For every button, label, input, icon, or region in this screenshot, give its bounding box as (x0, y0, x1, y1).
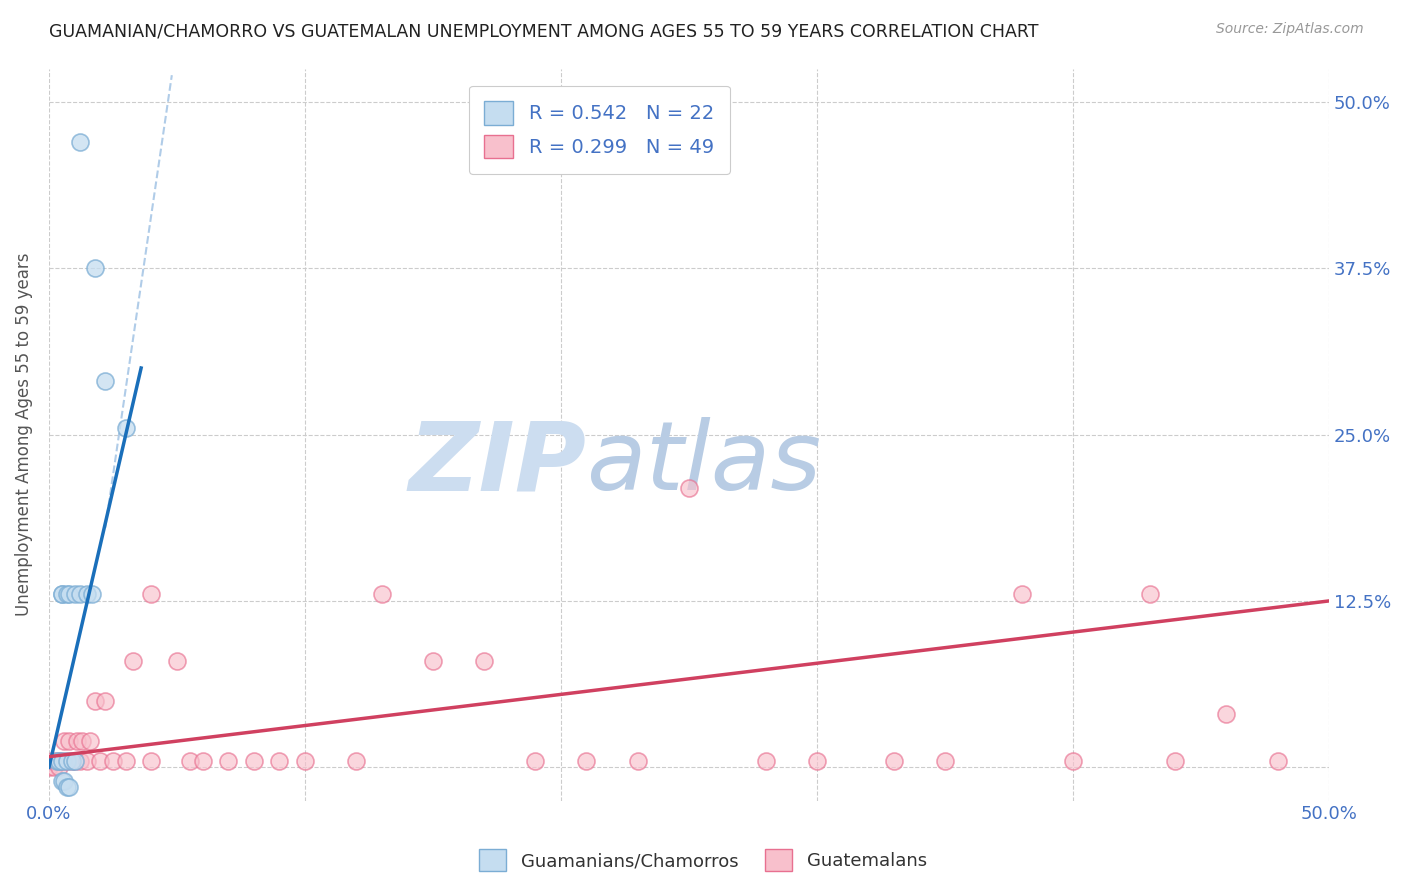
Point (627, 754, 650, 768)
Point (1215, 707, 1237, 722)
Point (82, 587, 104, 601)
Point (53, 773, 76, 788)
Point (472, 654, 495, 668)
Point (94, 374, 117, 388)
Point (60, 754, 83, 768)
Point (69, 754, 91, 768)
Point (58, 733, 80, 747)
Point (51, 754, 73, 768)
Point (84, 694, 107, 708)
Point (58, 587, 80, 601)
Text: atlas: atlas (586, 417, 821, 510)
Legend: Guamanians/Chamorros, Guatemalans: Guamanians/Chamorros, Guatemalans (472, 842, 934, 879)
Point (242, 754, 264, 768)
Point (806, 754, 828, 768)
Point (56, 754, 79, 768)
Point (294, 754, 316, 768)
Point (575, 754, 598, 768)
Legend: R = 0.542   N = 22, R = 0.299   N = 49: R = 0.542 N = 22, R = 0.299 N = 49 (468, 86, 730, 174)
Point (94, 694, 117, 708)
Point (45, 754, 67, 768)
Text: Source: ZipAtlas.com: Source: ZipAtlas.com (1216, 22, 1364, 37)
Point (58, 780, 80, 795)
Point (1267, 754, 1289, 768)
Point (69, 587, 91, 601)
Point (678, 481, 700, 495)
Point (141, 587, 163, 601)
Point (269, 754, 291, 768)
Point (101, 754, 124, 768)
Point (56, 780, 79, 795)
Point (38, 760, 60, 774)
Point (370, 587, 392, 601)
Point (1011, 587, 1033, 601)
Point (166, 654, 188, 668)
Point (51, 754, 73, 768)
Point (89, 754, 111, 768)
Point (51, 587, 73, 601)
Y-axis label: Unemployment Among Ages 55 to 59 years: Unemployment Among Ages 55 to 59 years (15, 252, 32, 616)
Point (51, 587, 73, 601)
Point (934, 754, 956, 768)
Point (524, 754, 547, 768)
Point (41, 754, 63, 768)
Point (48, 754, 70, 768)
Point (63, 587, 86, 601)
Point (53, 733, 76, 747)
Point (56, 587, 79, 601)
Point (84, 261, 107, 276)
Point (122, 654, 145, 668)
Point (63, 754, 86, 768)
Point (76, 587, 98, 601)
Point (51, 773, 73, 788)
Point (56, 754, 79, 768)
Point (179, 754, 201, 768)
Point (42, 760, 65, 774)
Point (1139, 587, 1161, 601)
Point (883, 754, 905, 768)
Point (422, 654, 444, 668)
Point (1062, 754, 1084, 768)
Point (191, 754, 214, 768)
Point (45, 754, 67, 768)
Point (217, 754, 239, 768)
Text: ZIP: ZIP (409, 417, 586, 510)
Point (70, 733, 93, 747)
Point (76, 754, 98, 768)
Text: GUAMANIAN/CHAMORRO VS GUATEMALAN UNEMPLOYMENT AMONG AGES 55 TO 59 YEARS CORRELAT: GUAMANIAN/CHAMORRO VS GUATEMALAN UNEMPLO… (49, 22, 1039, 40)
Point (79, 733, 101, 747)
Point (1164, 754, 1187, 768)
Point (48, 760, 70, 774)
Point (755, 754, 778, 768)
Point (344, 754, 367, 768)
Point (141, 754, 163, 768)
Point (114, 754, 136, 768)
Point (69, 135, 91, 149)
Point (114, 421, 136, 435)
Point (66, 733, 89, 747)
Point (63, 754, 86, 768)
Point (60, 754, 83, 768)
